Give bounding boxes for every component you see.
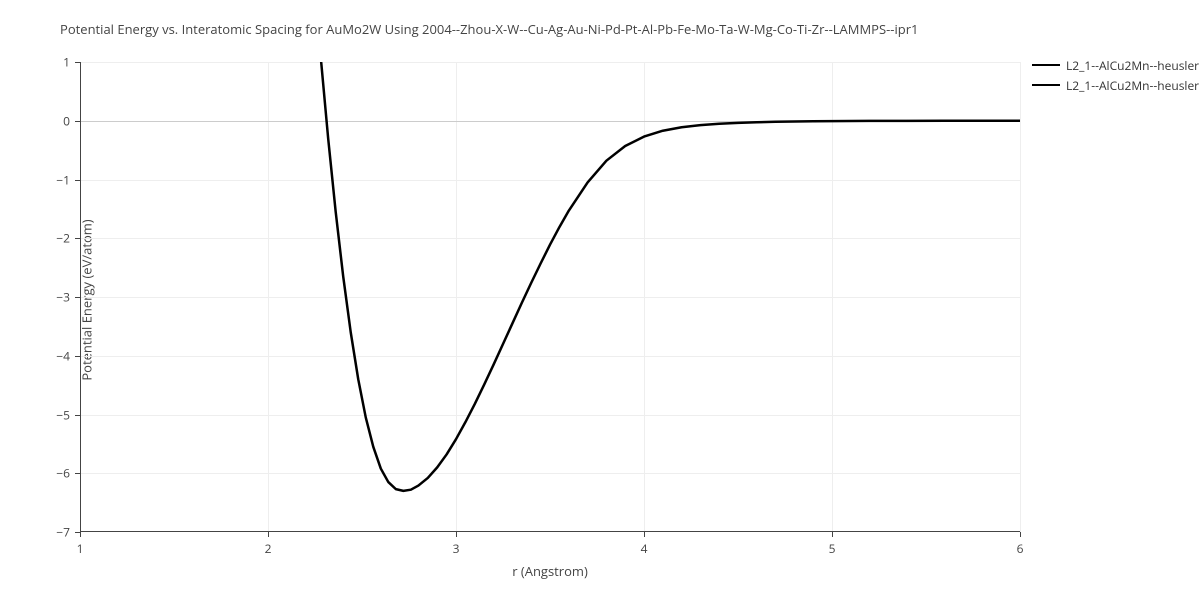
x-tick-label: 4 [641, 540, 648, 557]
y-tick-label: −6 [56, 465, 70, 482]
x-tick-label: 2 [265, 540, 272, 557]
plot-area: 123456−7−6−5−4−3−2−101 [80, 62, 1020, 532]
series-svg [80, 62, 1020, 532]
legend-swatch [1032, 84, 1060, 86]
x-axis-label: r (Angstrom) [512, 562, 588, 580]
x-tick [456, 532, 457, 537]
series-line [306, 62, 1020, 491]
x-tick-label: 6 [1017, 540, 1024, 557]
legend-label: L2_1--AlCu2Mn--heusler [1066, 57, 1199, 74]
y-tick-label: −1 [56, 171, 70, 188]
chart-title: Potential Energy vs. Interatomic Spacing… [60, 20, 918, 38]
y-tick-label: 1 [63, 54, 70, 71]
y-tick-label: −2 [56, 230, 70, 247]
y-tick-label: 0 [63, 112, 70, 129]
y-tick-label: −4 [56, 347, 70, 364]
legend-item[interactable]: L2_1--AlCu2Mn--heusler [1032, 56, 1199, 74]
legend-swatch [1032, 64, 1060, 66]
x-tick-label: 5 [829, 540, 836, 557]
x-tick [268, 532, 269, 537]
y-tick-label: −7 [56, 524, 70, 541]
legend: L2_1--AlCu2Mn--heusler L2_1--AlCu2Mn--heu… [1032, 56, 1199, 96]
x-tick-label: 1 [77, 540, 84, 557]
x-tick-label: 3 [453, 540, 460, 557]
y-tick [75, 532, 80, 533]
x-tick [80, 532, 81, 537]
y-tick-label: −5 [56, 406, 70, 423]
legend-label: L2_1--AlCu2Mn--heusler [1066, 77, 1199, 94]
x-tick [1020, 532, 1021, 537]
x-tick [644, 532, 645, 537]
legend-item[interactable]: L2_1--AlCu2Mn--heusler [1032, 76, 1199, 94]
y-tick-label: −3 [56, 289, 70, 306]
gridline-v [1020, 62, 1021, 532]
x-tick [832, 532, 833, 537]
chart-container: Potential Energy vs. Interatomic Spacing… [0, 0, 1200, 600]
